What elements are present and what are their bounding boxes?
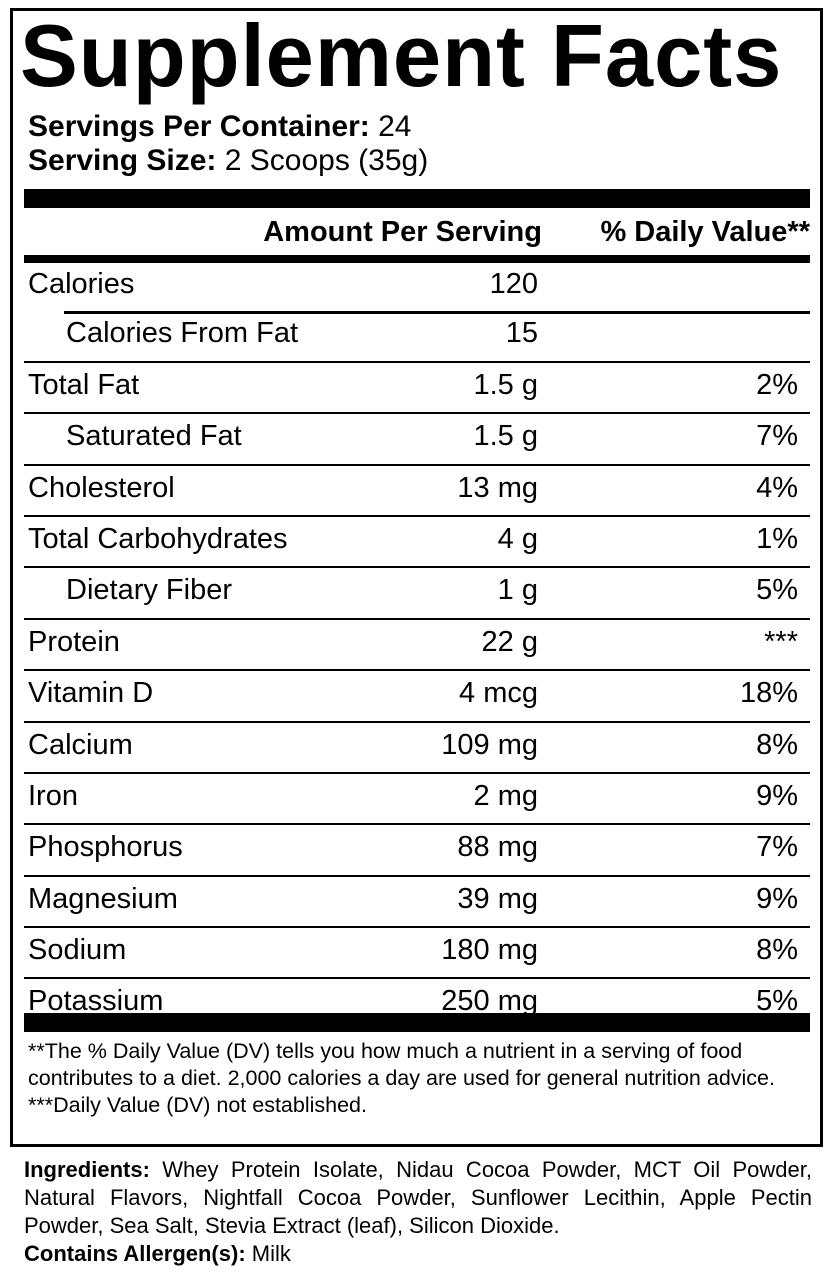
nutrient-amount: 4 mcg bbox=[459, 677, 538, 710]
table-row: Magnesium 39 mg 9% bbox=[24, 877, 810, 929]
nutrient-name: Calcium bbox=[28, 728, 133, 761]
not-established-footnote: ***Daily Value (DV) not established. bbox=[28, 1093, 367, 1117]
nutrient-name: Protein bbox=[28, 625, 120, 658]
nutrient-amount: 120 bbox=[489, 268, 538, 300]
nutrient-daily-value: 5% bbox=[756, 985, 798, 1018]
ingredients-text: Whey Protein Isolate, Nidau Cocoa Powder… bbox=[24, 1157, 812, 1238]
nutrient-name: Calories bbox=[28, 268, 135, 300]
nutrient-amount: 88 mg bbox=[457, 831, 538, 864]
nutrient-amount: 1.5 g bbox=[473, 368, 539, 401]
table-row: Vitamin D 4 mcg 18% bbox=[24, 671, 810, 723]
nutrient-daily-value: 2% bbox=[756, 368, 798, 401]
nutrient-daily-value: 9% bbox=[756, 779, 798, 812]
nutrient-name: Phosphorus bbox=[28, 831, 183, 864]
nutrient-name: Total Fat bbox=[28, 368, 140, 401]
nutrient-amount: 109 mg bbox=[441, 728, 538, 761]
nutrient-name: Saturated Fat bbox=[66, 420, 242, 453]
ingredients: Ingredients: Whey Protein Isolate, Nidau… bbox=[24, 1156, 812, 1268]
table-row: Protein 22 g *** bbox=[24, 620, 810, 672]
nutrient-daily-value: 9% bbox=[756, 882, 798, 915]
nutrient-amount: 1 g bbox=[497, 574, 538, 607]
nutrient-amount: 15 bbox=[505, 317, 538, 350]
amount-header: Amount Per Serving bbox=[263, 216, 542, 248]
nutrient-name: Dietary Fiber bbox=[66, 574, 232, 607]
nutrient-amount: 13 mg bbox=[457, 471, 538, 504]
nutrient-daily-value: 8% bbox=[756, 728, 798, 761]
nutrient-name: Calories From Fat bbox=[66, 317, 299, 350]
nutrient-daily-value: 8% bbox=[756, 934, 798, 967]
nutrient-daily-value: *** bbox=[764, 625, 798, 658]
footnotes: **The % Daily Value (DV) tells you how m… bbox=[28, 1038, 808, 1119]
nutrient-amount: 39 mg bbox=[457, 882, 538, 915]
nutrient-daily-value: 18% bbox=[739, 677, 798, 710]
servings-per-container-value: 24 bbox=[378, 110, 412, 143]
nutrient-name: Sodium bbox=[28, 934, 127, 967]
panel-title: Supplement Facts bbox=[20, 6, 783, 105]
nutrient-name: Magnesium bbox=[28, 882, 178, 915]
supplement-facts-panel bbox=[10, 8, 823, 1147]
ingredients-label: Ingredients: bbox=[24, 1157, 150, 1182]
nutrient-daily-value: 5% bbox=[756, 574, 798, 607]
table-row: Calcium 109 mg 8% bbox=[24, 723, 810, 774]
table-row: Dietary Fiber 1 g 5% bbox=[24, 568, 810, 620]
serving-size: Serving Size: 2 Scoops (35g) bbox=[28, 144, 428, 178]
table-row: Potassium 250 mg 5% bbox=[24, 979, 810, 1028]
serving-size-label: Serving Size: bbox=[28, 144, 217, 177]
table-row: Iron 2 mg 9% bbox=[24, 774, 810, 826]
nutrient-table: Calories 120 Calories From Fat 15 Total Fat 1… bbox=[24, 262, 810, 1029]
nutrient-daily-value: 7% bbox=[756, 420, 798, 453]
nutrient-amount: 2 mg bbox=[473, 779, 538, 812]
dv-footnote: **The % Daily Value (DV) tells you how m… bbox=[28, 1039, 775, 1090]
nutrient-daily-value: 4% bbox=[756, 471, 798, 504]
nutrient-amount: 1.5 g bbox=[473, 420, 539, 453]
nutrient-daily-value: 1% bbox=[756, 522, 798, 555]
table-row: Total Fat 1.5 g 2% bbox=[24, 363, 810, 415]
table-row: Sodium 180 mg 8% bbox=[24, 928, 810, 980]
allergen-label: Contains Allergen(s): bbox=[24, 1241, 246, 1266]
nutrient-amount: 250 mg bbox=[441, 985, 538, 1018]
nutrient-amount: 4 g bbox=[497, 522, 538, 555]
table-row: Saturated Fat 1.5 g 7% bbox=[24, 414, 810, 466]
table-row: Phosphorus 88 mg 7% bbox=[24, 825, 810, 877]
indented-divider bbox=[64, 311, 810, 314]
serving-size-value: 2 Scoops (35g) bbox=[224, 144, 429, 177]
servings-per-container-label: Servings Per Container: bbox=[28, 110, 370, 143]
table-row: Calories 120 bbox=[24, 262, 810, 314]
nutrient-name: Vitamin D bbox=[28, 677, 154, 710]
servings-per-container: Servings Per Container: 24 bbox=[28, 110, 411, 144]
allergen-value: Milk bbox=[251, 1241, 291, 1266]
table-row: Cholesterol 13 mg 4% bbox=[24, 466, 810, 517]
medium-divider bbox=[24, 255, 810, 263]
table-row: Total Carbohydrates 4 g 1% bbox=[24, 517, 810, 569]
nutrient-name: Potassium bbox=[28, 985, 164, 1018]
table-row: Calories From Fat 15 bbox=[24, 311, 810, 363]
thick-divider-bottom bbox=[24, 1013, 810, 1032]
nutrient-name: Total Carbohydrates bbox=[28, 522, 288, 555]
nutrient-name: Cholesterol bbox=[28, 471, 175, 504]
table-header: Amount Per Serving % Daily Value** bbox=[24, 212, 810, 254]
thick-divider bbox=[24, 189, 810, 208]
nutrient-daily-value: 7% bbox=[756, 831, 798, 864]
daily-value-header: % Daily Value** bbox=[600, 216, 810, 248]
nutrient-amount: 180 mg bbox=[441, 934, 538, 967]
nutrient-name: Iron bbox=[28, 779, 78, 812]
nutrient-amount: 22 g bbox=[481, 625, 538, 658]
